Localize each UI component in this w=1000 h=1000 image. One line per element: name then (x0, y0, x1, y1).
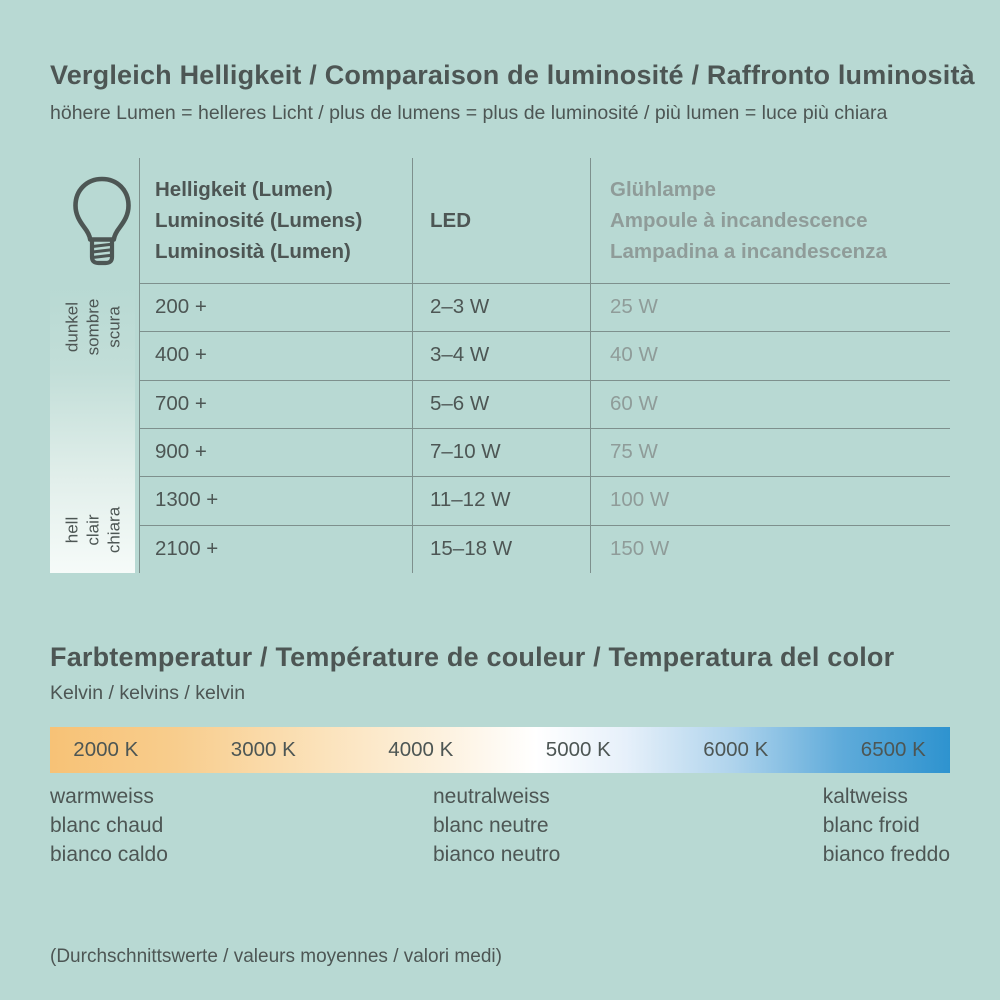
kelvin-tick-5000: 5000 K (545, 738, 611, 761)
warm-white-label: warmweiss blanc chaud bianco caldo (50, 782, 168, 869)
table-row-1-led: 2–3 W (430, 295, 490, 318)
kelvin-gradient-bar: 2000 K 3000 K 4000 K 5000 K 6000 K 6500 … (50, 727, 950, 773)
brightness-table: dunkel sombre scura hell clair chiara (50, 158, 950, 573)
incandescent-header-fr: Ampoule à incandescence (610, 209, 868, 232)
scale-light-label: hell clair chiara (61, 474, 124, 586)
kelvin-tick-2000: 2000 K (73, 738, 139, 761)
incandescent-header-it: Lampadina a incandescenza (610, 240, 887, 263)
table-row-6-led: 15–18 W (430, 537, 513, 560)
table-divider-vertical-3 (590, 158, 591, 573)
kelvin-label-row: warmweiss blanc chaud bianco caldo neutr… (50, 782, 950, 874)
color-temperature-title: Farbtemperatur / Température de couleur … (50, 642, 895, 672)
kelvin-tick-3000: 3000 K (230, 738, 296, 761)
incandescent-column-header: Glühlampe Ampoule à incandescence Lampad… (610, 174, 887, 267)
table-row-2-incandescent: 40 W (610, 343, 658, 366)
table-divider-row-3 (139, 380, 950, 381)
table-divider-row-4 (139, 428, 950, 429)
scale-dark-fr: sombre (83, 298, 102, 356)
neutral-white-it: bianco neutro (433, 843, 561, 866)
warm-white-de: warmweiss (50, 785, 154, 808)
brightness-subtitle: höhere Lumen = helleres Licht / plus de … (50, 102, 888, 124)
color-temperature-subtitle: Kelvin / kelvins / kelvin (50, 682, 246, 704)
scale-dark-label: dunkel sombre scura (61, 271, 124, 383)
table-row-3-incandescent: 60 W (610, 392, 658, 415)
light-bulb-icon (66, 176, 138, 275)
scale-dark-de: dunkel (62, 301, 81, 353)
table-divider-row-1 (139, 283, 950, 284)
table-divider-vertical-2 (412, 158, 413, 573)
table-row-1-lumen: 200 + (155, 295, 207, 318)
brightness-title: Vergleich Helligkeit / Comparaison de lu… (50, 60, 975, 90)
scale-light-it: chiara (104, 506, 123, 554)
led-header-label: LED (430, 209, 471, 232)
cold-white-it: bianco freddo (822, 843, 950, 866)
table-row-3-lumen: 700 + (155, 392, 207, 415)
lumen-column-header: Helligkeit (Lumen) Luminosité (Lumens) L… (155, 174, 362, 267)
kelvin-tick-6000: 6000 K (703, 738, 769, 761)
table-row-4-lumen: 900 + (155, 440, 207, 463)
table-row-1-incandescent: 25 W (610, 295, 658, 318)
scale-light-group: hell clair chiara (50, 487, 135, 573)
incandescent-header-de: Glühlampe (610, 178, 716, 201)
lumen-header-de: Helligkeit (Lumen) (155, 178, 333, 201)
lumen-header-it: Luminosità (Lumen) (155, 240, 351, 263)
scale-dark-it: scura (104, 306, 123, 348)
table-row-5-incandescent: 100 W (610, 488, 670, 511)
table-row-6-incandescent: 150 W (610, 537, 670, 560)
table-divider-row-2 (139, 331, 950, 332)
table-divider-vertical-1 (139, 158, 140, 573)
cold-white-fr: blanc froid (822, 814, 920, 837)
table-row-3-led: 5–6 W (430, 392, 490, 415)
cold-white-de: kaltweiss (822, 785, 908, 808)
table-row-5-led: 11–12 W (430, 488, 511, 511)
kelvin-tick-6500: 6500 K (860, 738, 926, 761)
table-row-4-led: 7–10 W (430, 440, 501, 463)
table-divider-row-5 (139, 476, 950, 477)
table-row-5-lumen: 1300 + (155, 488, 219, 511)
led-column-header: LED (430, 158, 471, 283)
average-values-footnote: (Durchschnittswerte / valeurs moyennes /… (50, 946, 502, 967)
table-row-4-incandescent: 75 W (610, 440, 658, 463)
table-divider-row-6 (139, 525, 950, 526)
table-row-2-lumen: 400 + (155, 343, 207, 366)
neutral-white-de: neutralweiss (433, 785, 550, 808)
table-row-2-led: 3–4 W (430, 343, 490, 366)
warm-white-it: bianco caldo (50, 843, 168, 866)
neutral-white-fr: blanc neutre (433, 814, 549, 837)
cold-white-label: kaltweiss blanc froid bianco freddo (823, 782, 950, 869)
scale-light-de: hell (62, 516, 81, 544)
neutral-white-label: neutralweiss blanc neutre bianco neutro (433, 782, 560, 869)
scale-dark-group: dunkel sombre scura (50, 285, 135, 369)
table-row-6-lumen: 2100 + (155, 537, 219, 560)
dark-to-light-scale-strip: dunkel sombre scura hell clair chiara (50, 285, 135, 573)
kelvin-tick-4000: 4000 K (388, 738, 454, 761)
scale-light-fr: clair (83, 514, 102, 546)
warm-white-fr: blanc chaud (50, 814, 164, 837)
lumen-header-fr: Luminosité (Lumens) (155, 209, 363, 232)
